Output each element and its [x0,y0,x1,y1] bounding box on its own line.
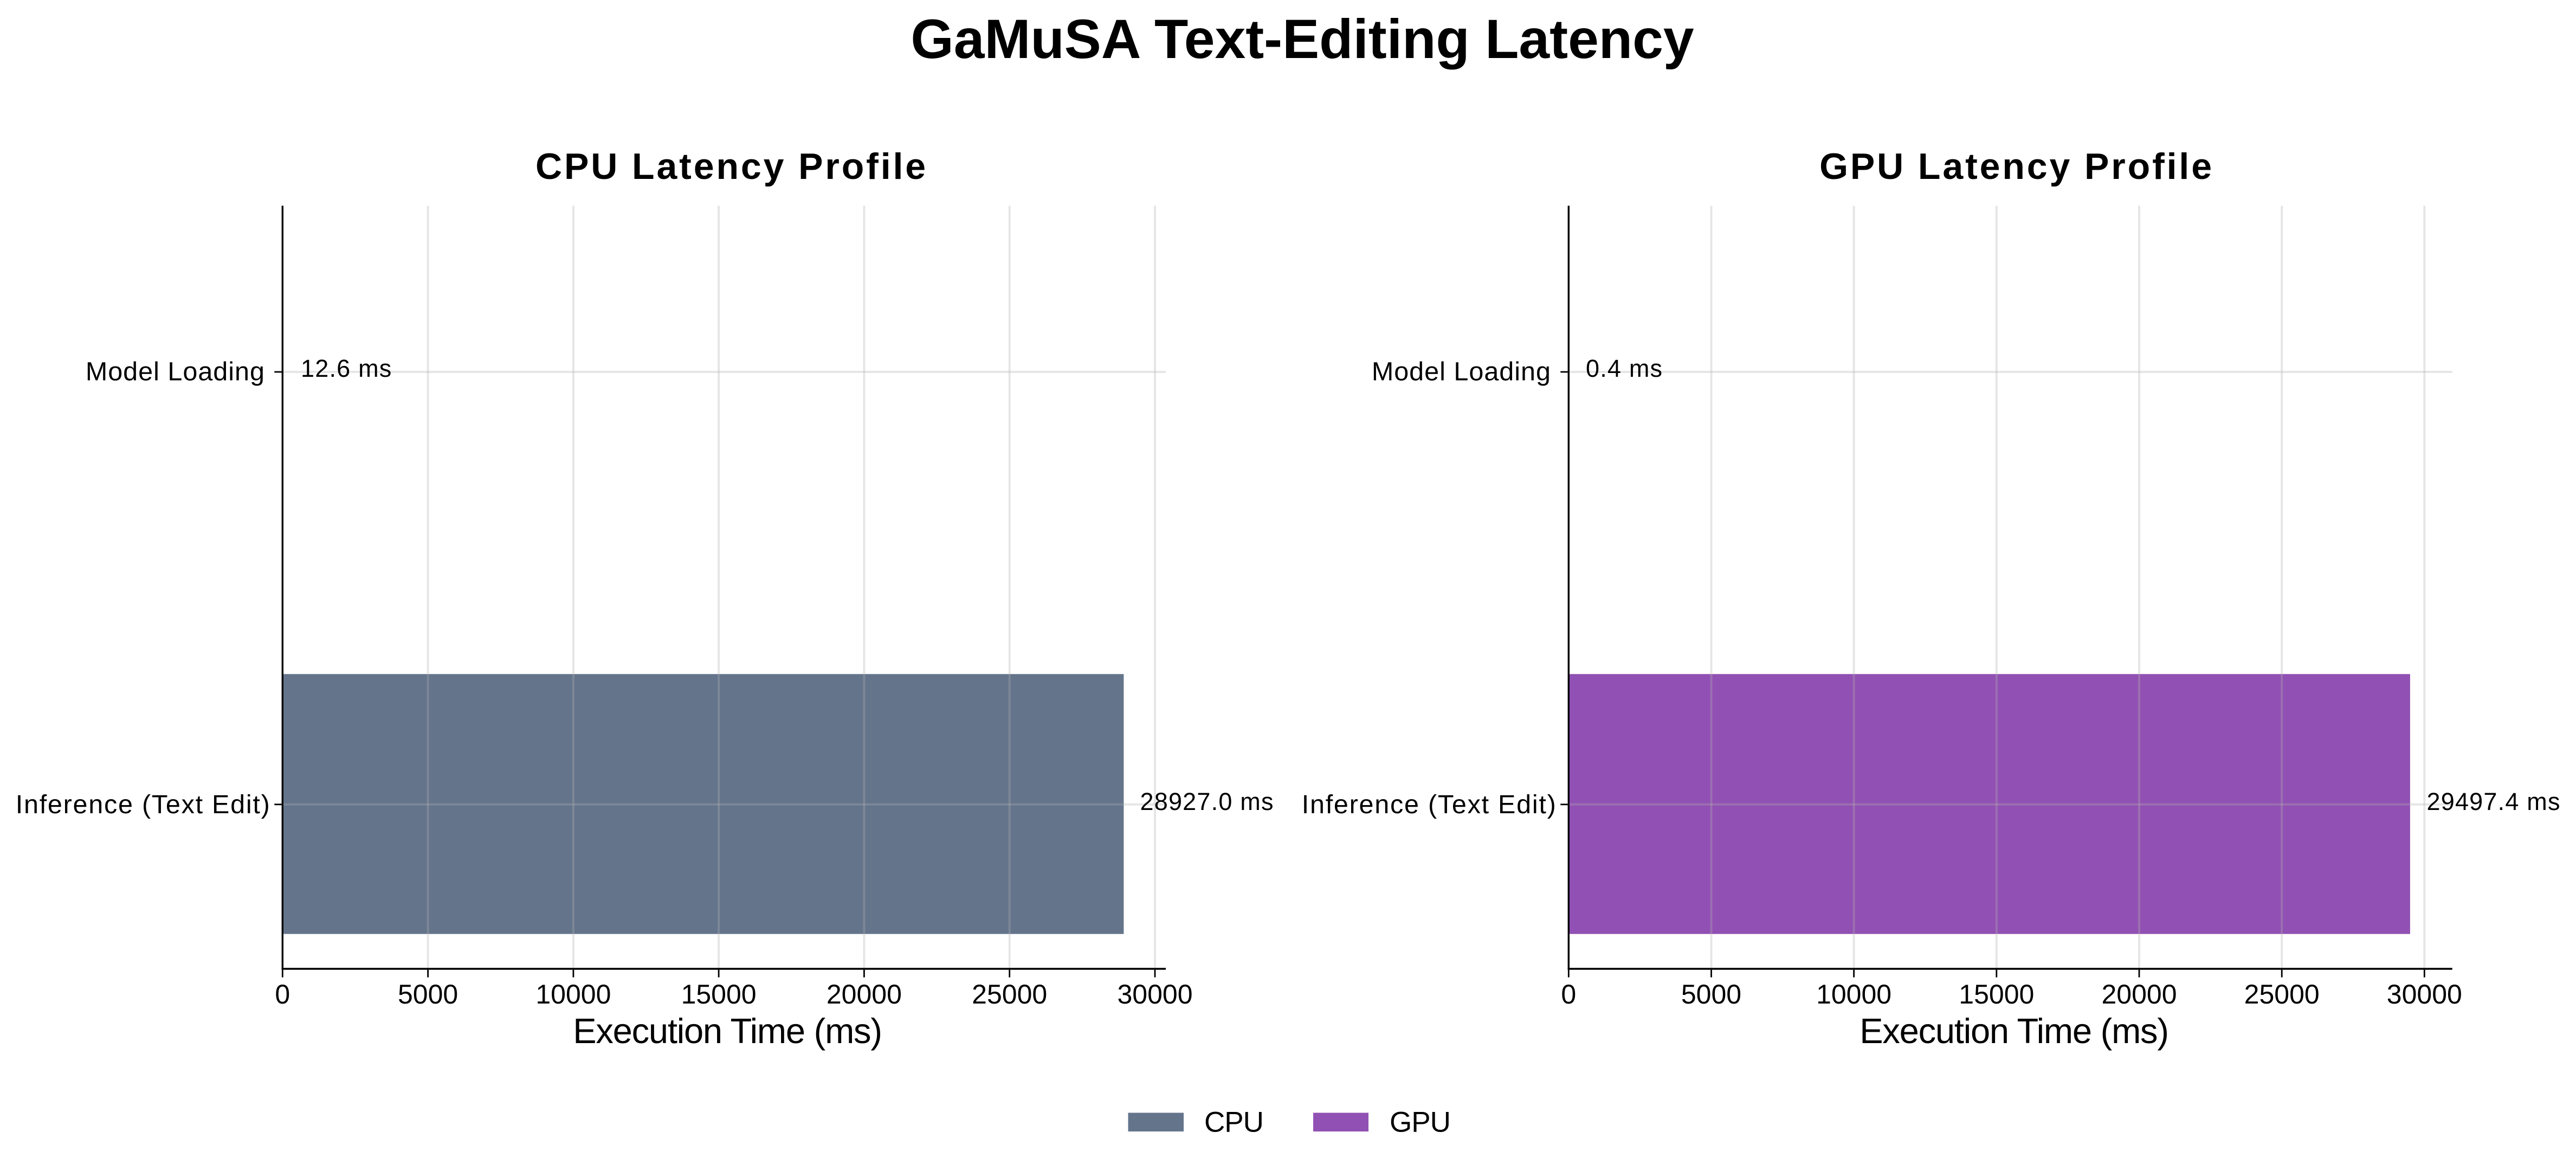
svg-text:CPU Latency Profile: CPU Latency Profile [535,146,928,187]
svg-text:GPU: GPU [1390,1107,1450,1139]
svg-text:30000: 30000 [2387,979,2462,1009]
svg-text:10000: 10000 [535,979,611,1009]
svg-text:10000: 10000 [1816,979,1891,1009]
svg-text:25000: 25000 [2244,979,2320,1009]
svg-text:0.4 ms: 0.4 ms [1586,355,1663,382]
svg-text:0: 0 [1561,979,1576,1009]
svg-text:Execution Time (ms): Execution Time (ms) [1860,1011,2168,1051]
svg-text:28927.0 ms: 28927.0 ms [1140,788,1274,815]
svg-text:20000: 20000 [2101,979,2177,1009]
svg-text:Execution Time (ms): Execution Time (ms) [573,1011,882,1051]
svg-text:15000: 15000 [681,979,757,1009]
svg-text:25000: 25000 [972,979,1047,1009]
svg-text:5000: 5000 [1681,979,1741,1009]
svg-text:Model Loading: Model Loading [1372,357,1551,386]
svg-text:GaMuSA Text-Editing Latency: GaMuSA Text-Editing Latency [911,8,1694,70]
svg-text:GPU Latency Profile: GPU Latency Profile [1819,146,2214,187]
svg-text:Inference (Text Edit): Inference (Text Edit) [16,790,271,819]
svg-text:20000: 20000 [827,979,902,1009]
svg-text:Inference (Text Edit): Inference (Text Edit) [1302,790,1557,819]
svg-text:0: 0 [275,979,290,1009]
svg-text:30000: 30000 [1117,979,1192,1009]
svg-text:5000: 5000 [398,979,458,1009]
svg-text:CPU: CPU [1204,1107,1263,1139]
svg-text:29497.4 ms: 29497.4 ms [2427,788,2561,815]
svg-text:Model Loading: Model Loading [86,357,265,386]
svg-text:12.6 ms: 12.6 ms [301,355,392,382]
svg-text:15000: 15000 [1959,979,2034,1009]
